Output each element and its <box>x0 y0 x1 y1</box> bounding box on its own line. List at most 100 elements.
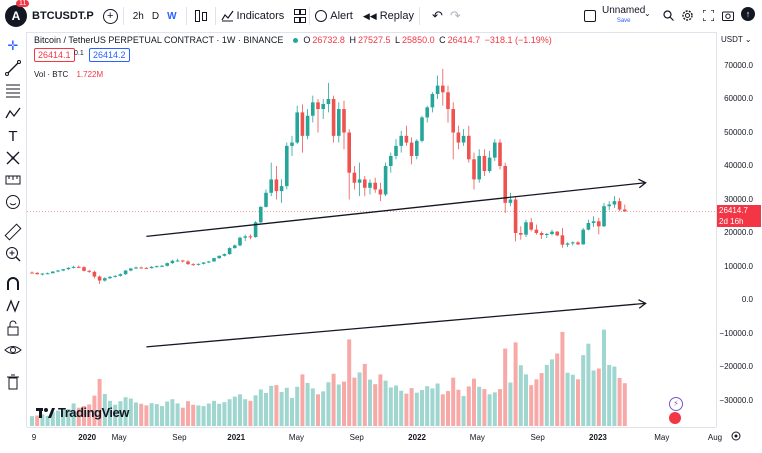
candle <box>311 95 315 123</box>
candle <box>264 189 268 208</box>
buy-price-box[interactable]: 26414.2 <box>89 48 130 62</box>
volume-bar <box>612 366 617 426</box>
volume-bar <box>435 383 440 426</box>
candle-style-icon[interactable] <box>194 10 207 22</box>
symbol-title[interactable]: Bitcoin / TetherUS PERPETUAL CONTRACT · … <box>34 35 284 45</box>
interval-2h[interactable]: 2h <box>132 10 144 22</box>
magnet-icon[interactable] <box>3 274 23 294</box>
price-tick-label: 60000.0 <box>724 94 753 103</box>
volume-bar <box>565 372 570 426</box>
interval-w[interactable]: W <box>167 10 177 22</box>
time-tick-label: May <box>288 433 305 442</box>
volume-bar <box>550 359 554 426</box>
volume-bar <box>50 412 55 426</box>
currency-selector[interactable]: USDT ⌄ <box>721 35 752 44</box>
alert-button[interactable]: Alert <box>315 10 353 22</box>
divider <box>309 7 311 25</box>
candle <box>160 264 164 267</box>
volume-bar <box>420 390 424 426</box>
settings-gear-icon[interactable] <box>681 9 694 22</box>
volume-bar <box>258 389 263 426</box>
volume-bar <box>518 365 523 426</box>
measure-brush-icon[interactable] <box>3 170 23 190</box>
price-tick-label: −10000.0 <box>719 328 753 338</box>
candle <box>409 137 414 165</box>
volume-bar <box>300 374 305 426</box>
zoom-in-icon[interactable] <box>3 244 23 264</box>
low-value: 25850.0 <box>402 35 435 45</box>
layout-checkbox[interactable] <box>584 10 596 22</box>
layout-menu-chevron-icon[interactable]: ⌄ <box>644 9 651 18</box>
app-logo-button[interactable]: A 11 <box>5 0 30 27</box>
crosshair-icon[interactable]: ✛ <box>7 38 19 53</box>
projection-tool-icon[interactable] <box>3 148 23 168</box>
sell-price-box[interactable]: 26414.1 <box>34 48 75 62</box>
candle <box>186 260 190 265</box>
candle <box>201 262 206 265</box>
time-tick-label: May <box>111 433 127 442</box>
layout-name-button[interactable]: Unnamed Save <box>602 5 646 25</box>
candle <box>456 125 461 150</box>
volume-bar <box>347 339 352 426</box>
price-chart-canvas[interactable] <box>27 32 716 427</box>
volume-bar <box>430 388 435 426</box>
candle <box>529 217 533 232</box>
volume-bar <box>472 378 476 426</box>
volume-bar <box>154 404 159 426</box>
replay-button[interactable]: ◀◀ Replay <box>362 10 414 22</box>
time-axis[interactable]: 9 2020 May Sep 2021 May Sep 2022 May Sep 2023 May Au… <box>27 427 722 453</box>
symbol-search-button[interactable]: BTCUSDT.P <box>32 10 94 22</box>
volume-bar <box>331 373 336 426</box>
search-icon[interactable] <box>663 10 674 21</box>
fib-retracement-icon[interactable] <box>3 80 23 100</box>
layouts-grid-icon[interactable] <box>294 9 307 23</box>
candle <box>170 259 175 264</box>
economic-events-flag-icon[interactable] <box>669 412 681 424</box>
volume-bar <box>274 385 279 426</box>
candle <box>446 85 450 123</box>
candle <box>87 269 91 273</box>
lightning-alert-icon[interactable]: ⚡ <box>669 397 683 411</box>
volume-bar <box>290 397 294 426</box>
volume-bar <box>30 416 34 426</box>
candle <box>305 109 310 140</box>
candle <box>149 266 154 269</box>
candle <box>498 139 502 170</box>
fullscreen-icon[interactable] <box>703 10 714 21</box>
candle <box>389 152 393 173</box>
volume-bar <box>440 394 445 426</box>
hide-drawings-eye-icon[interactable] <box>3 340 23 360</box>
volume-bar <box>602 329 606 426</box>
candle <box>513 196 518 242</box>
trend-line-tool-icon[interactable] <box>3 58 23 78</box>
patterns-tool-icon[interactable] <box>3 104 23 124</box>
candle <box>565 242 570 248</box>
volume-bar <box>555 353 560 426</box>
price-axis[interactable]: USDT ⌄ 70000.0 60000.0 50000.0 40000.0 30000… <box>716 32 762 427</box>
camera-snapshot-icon[interactable] <box>722 10 734 21</box>
redo-icon[interactable]: ↷ <box>449 8 461 23</box>
ruler-icon[interactable] <box>3 222 23 242</box>
time-tick-label: 2021 <box>227 433 246 442</box>
trend-lines[interactable] <box>146 178 647 348</box>
candle <box>97 275 102 284</box>
volume-bar <box>456 389 461 426</box>
divider <box>122 7 124 25</box>
publish-icon[interactable]: ↑ <box>741 7 755 21</box>
candle <box>217 255 221 259</box>
stay-drawing-mode-icon[interactable] <box>3 296 23 316</box>
interval-d[interactable]: D <box>151 10 160 22</box>
undo-icon[interactable]: ↶ <box>431 8 443 23</box>
volume-bar <box>92 395 97 426</box>
emoji-icon[interactable] <box>3 192 23 212</box>
indicators-button[interactable]: Indicators <box>221 10 284 22</box>
candle <box>279 179 284 203</box>
lock-drawings-icon[interactable] <box>3 318 23 338</box>
compare-plus-icon[interactable]: + <box>102 8 118 24</box>
volume-bar <box>378 374 383 426</box>
text-tool-icon[interactable]: T <box>8 127 18 145</box>
candle <box>425 105 429 123</box>
trash-remove-icon[interactable] <box>3 372 23 392</box>
auto-scale-icon[interactable] <box>731 431 741 441</box>
volume-bar <box>82 406 86 426</box>
